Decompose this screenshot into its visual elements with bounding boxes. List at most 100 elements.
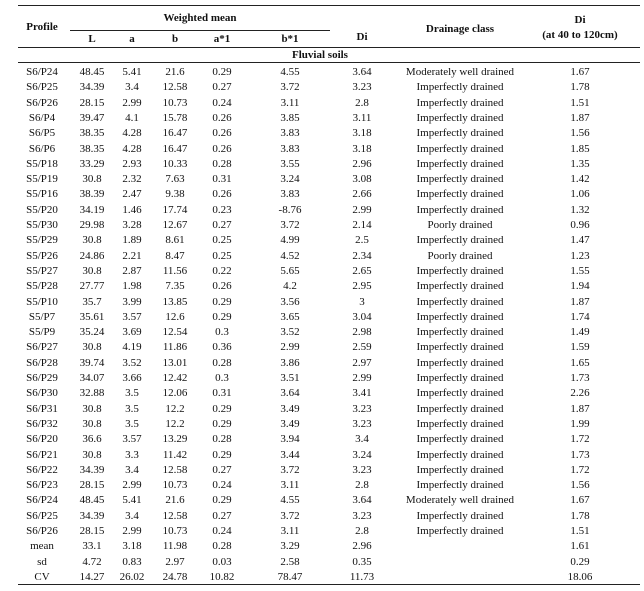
cell: Imperfectly drained: [416, 356, 504, 369]
cell: 30.8: [82, 402, 102, 415]
cell: 1.99: [570, 417, 590, 430]
cell: 1.78: [570, 509, 590, 522]
cell: 0.29: [212, 417, 232, 430]
cell: S5/P10: [26, 295, 58, 308]
summary-cell: 0.28: [212, 540, 232, 553]
cell: 2.98: [352, 326, 372, 339]
cell: 2.34: [352, 249, 372, 262]
section-title: Fluvial soils: [292, 49, 348, 61]
cell: 1.67: [570, 66, 590, 78]
cell: 12.2: [165, 417, 185, 430]
header-profile: Profile: [26, 21, 58, 33]
cell: 0.36: [212, 341, 232, 354]
cell: 1.35: [570, 157, 590, 170]
cell: 4.52: [280, 249, 300, 262]
cell: 1.59: [570, 341, 590, 354]
cell: 3.23: [352, 402, 372, 415]
cell: Poorly drained: [427, 219, 493, 231]
cell: S6/P24: [26, 494, 58, 507]
group-rule: [70, 30, 330, 31]
cell: 3.86: [280, 356, 300, 369]
cell: 3.83: [280, 142, 300, 155]
cell: 3.24: [280, 173, 300, 186]
cell: 3.64: [352, 494, 372, 507]
cell: Imperfectly drained: [416, 372, 504, 384]
cell: 9.38: [165, 188, 185, 201]
cell: 3.08: [352, 173, 372, 186]
cell: 7.35: [165, 280, 185, 293]
cell: 3.4: [125, 509, 139, 522]
cell: 35.24: [79, 326, 105, 339]
cell: 1.51: [570, 525, 590, 537]
cell: 3.41: [352, 387, 372, 400]
cell: 3.18: [352, 142, 372, 155]
cell: S5/P16: [26, 188, 58, 201]
cell: 12.42: [162, 372, 188, 384]
header-di40-sub: (at 40 to 120cm): [542, 29, 618, 41]
cell: 3.4: [125, 81, 139, 94]
cell: 28.15: [79, 525, 105, 537]
cell: 34.07: [79, 372, 105, 384]
cell: 0.26: [212, 188, 232, 201]
cell: 3.56: [280, 295, 300, 308]
cell: S6/P6: [28, 142, 56, 155]
cell: 1.87: [570, 111, 590, 124]
cell: 11.42: [162, 448, 188, 461]
cell: 8.61: [165, 234, 185, 247]
cell: 13.01: [162, 356, 188, 369]
cell: 15.78: [162, 111, 188, 124]
cell: 1.56: [570, 127, 590, 140]
cell: 2.32: [122, 173, 142, 186]
cell: 11.86: [162, 341, 188, 354]
cell: 4.28: [122, 127, 142, 140]
cell: 28.15: [79, 96, 105, 109]
cell: Imperfectly drained: [416, 264, 504, 277]
cell: S5/P29: [26, 234, 58, 247]
summary-cell: 33.1: [82, 540, 102, 553]
summary-di40: 1.61: [570, 540, 590, 553]
cell: 3.64: [280, 387, 300, 400]
cell: 1.72: [570, 463, 590, 476]
cell: Imperfectly drained: [416, 433, 504, 446]
summary-cell: 14.27: [79, 570, 105, 583]
header-column: L: [88, 33, 96, 45]
cell: S6/P25: [26, 509, 58, 522]
cell: 2.8: [355, 96, 369, 109]
cell: 4.55: [280, 66, 300, 78]
bottom-rule: [18, 584, 640, 585]
cell: 32.88: [79, 387, 105, 400]
cell: 1.72: [570, 433, 590, 446]
cell: 4.2: [283, 280, 297, 293]
cell: 3.18: [352, 127, 372, 140]
cell: 21.6: [165, 494, 185, 507]
cell: 35.61: [79, 310, 105, 323]
cell: 1.94: [570, 280, 590, 293]
cell: Imperfectly drained: [416, 173, 504, 186]
cell: S5/P26: [26, 249, 58, 262]
cell: S5/P7: [28, 310, 56, 323]
cell: 11.56: [162, 264, 188, 277]
cell: 10.33: [162, 157, 188, 170]
cell: 8.47: [165, 249, 185, 262]
cell: 28.15: [79, 479, 105, 492]
cell: 0.25: [212, 249, 232, 262]
cell: Poorly drained: [427, 249, 493, 262]
cell: 2.21: [122, 249, 142, 262]
cell: 30.8: [82, 448, 102, 461]
cell: 0.29: [212, 402, 232, 415]
cell: 3.65: [280, 310, 300, 323]
cell: 34.39: [79, 509, 105, 522]
summary-cell: 0.83: [122, 555, 142, 568]
cell: 0.28: [212, 433, 232, 446]
cell: 34.39: [79, 463, 105, 476]
cell: 2.96: [352, 157, 372, 170]
cell: 1.06: [570, 188, 590, 201]
cell: 29.98: [79, 219, 105, 231]
cell: 24.86: [79, 249, 105, 262]
cell: 0.26: [212, 111, 232, 124]
cell: Imperfectly drained: [416, 341, 504, 354]
cell: 21.6: [165, 66, 185, 78]
cell: 30.8: [82, 234, 102, 247]
cell: 4.28: [122, 142, 142, 155]
cell: 12.58: [162, 81, 188, 94]
